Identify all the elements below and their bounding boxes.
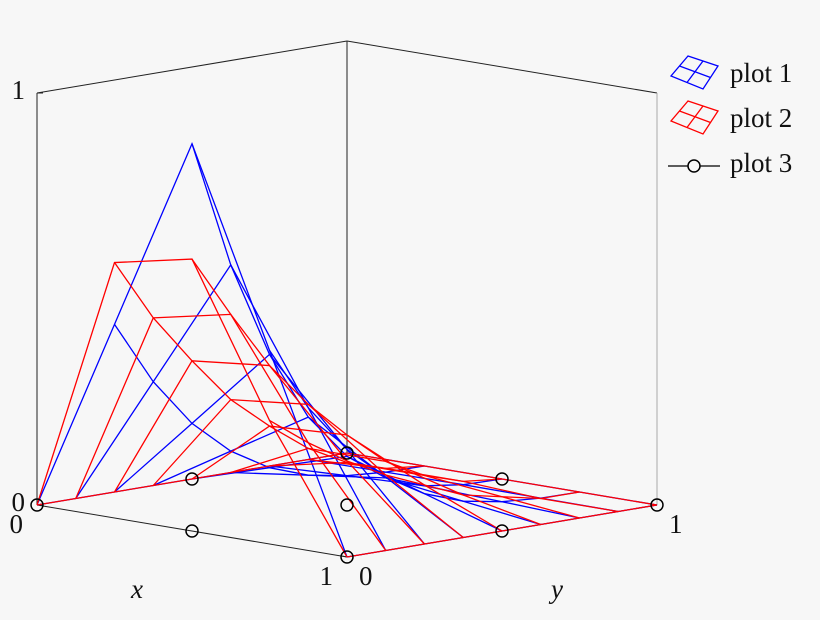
marker xyxy=(185,472,199,486)
mesh-line xyxy=(308,458,619,513)
mesh-line xyxy=(114,353,426,545)
mesh-line xyxy=(346,452,658,506)
z-tick-label: 0 xyxy=(12,487,26,517)
mesh-line xyxy=(75,313,387,551)
mesh-line xyxy=(230,471,541,526)
mesh-line xyxy=(191,455,503,532)
legend-icon xyxy=(669,100,720,135)
y-axis-label: y xyxy=(548,574,563,604)
marker xyxy=(340,550,354,564)
mesh-line xyxy=(230,447,541,526)
mesh-line xyxy=(191,425,503,532)
axis-line xyxy=(36,504,348,558)
legend-mesh xyxy=(669,55,720,90)
legend-mesh xyxy=(679,110,711,124)
marker xyxy=(30,498,44,512)
marker xyxy=(340,498,354,512)
marker xyxy=(185,524,199,538)
legend-label: plot 3 xyxy=(730,148,792,178)
marker xyxy=(650,498,664,512)
marker xyxy=(495,524,509,538)
mesh-line xyxy=(36,258,348,558)
legend-mesh xyxy=(679,65,711,79)
marker xyxy=(340,446,354,460)
y-tick-label: 1 xyxy=(669,509,683,539)
mesh-line xyxy=(113,360,425,545)
y-tick-label: 0 xyxy=(359,561,373,591)
axis-line xyxy=(346,40,658,94)
z-tick-label: 1 xyxy=(12,75,26,105)
mesh-line xyxy=(36,141,348,558)
x-axis-label: x xyxy=(130,574,143,604)
mesh-line xyxy=(269,465,580,519)
legend-label: plot 2 xyxy=(730,103,792,133)
mesh-line xyxy=(152,416,464,539)
x-tick-label: 1 xyxy=(320,561,334,591)
legend-marker xyxy=(687,159,701,173)
marker xyxy=(495,472,509,486)
x-tick-label: 0 xyxy=(10,509,24,539)
legend-mesh xyxy=(669,100,720,135)
legend-label: plot 1 xyxy=(730,58,792,88)
legend-icon xyxy=(669,55,720,90)
axis-line xyxy=(36,40,348,94)
mesh-line xyxy=(152,398,464,539)
